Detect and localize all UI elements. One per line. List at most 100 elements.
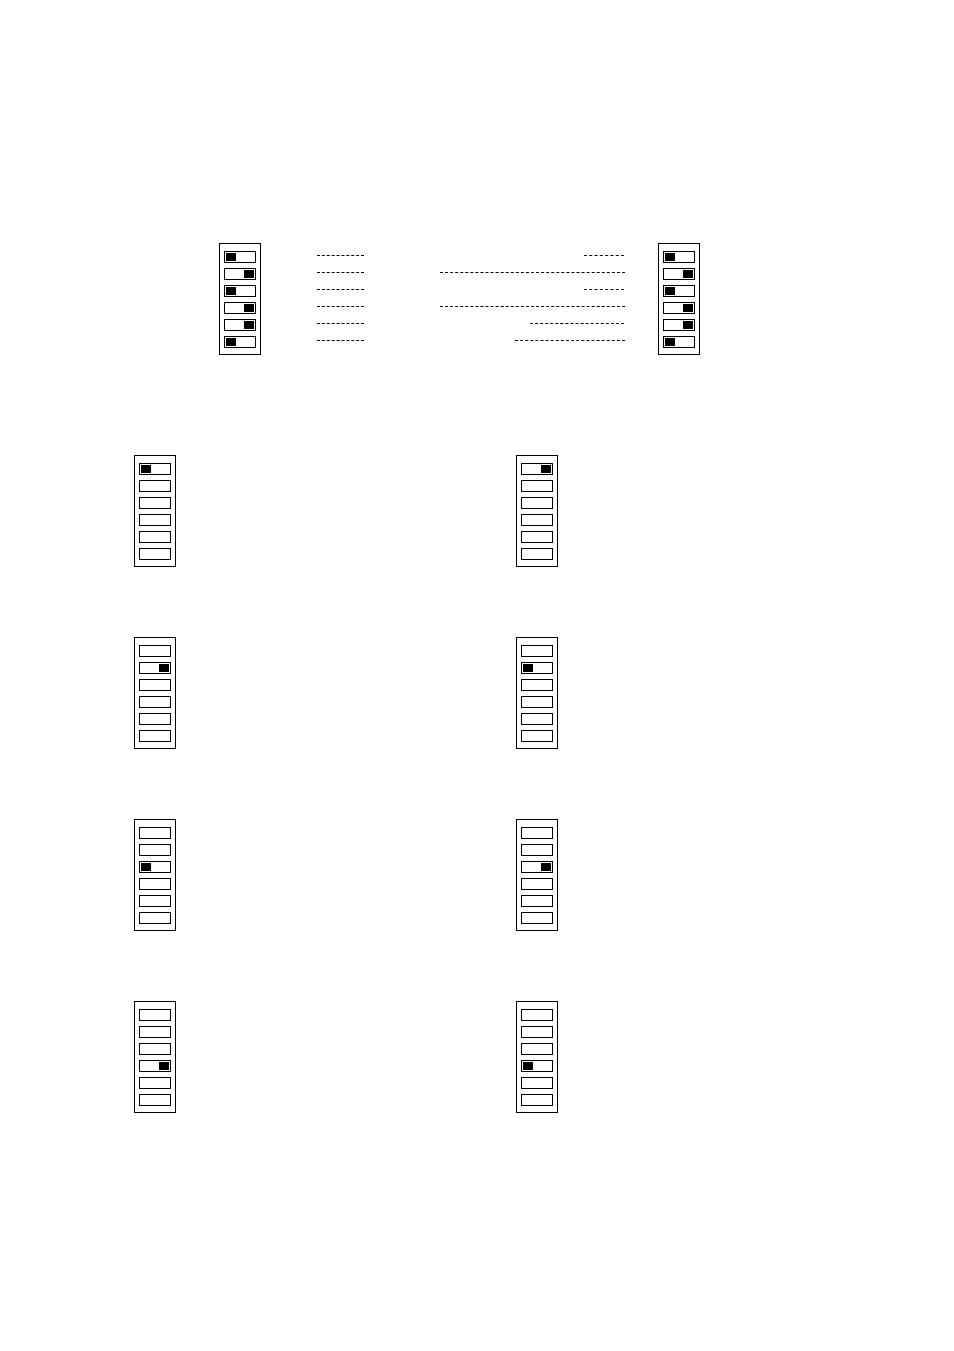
- marker: [683, 304, 693, 312]
- row: [521, 528, 553, 545]
- cell: [139, 713, 171, 725]
- cell: [139, 912, 171, 924]
- cell: [139, 645, 171, 657]
- marker: [244, 270, 254, 278]
- cell: [139, 1009, 171, 1021]
- cell: [139, 514, 171, 526]
- cell: [224, 302, 256, 314]
- cell: [521, 514, 553, 526]
- marker: [523, 1062, 533, 1070]
- cell: [139, 878, 171, 890]
- row: [139, 727, 171, 744]
- row: [139, 858, 171, 875]
- row: [139, 824, 171, 841]
- row: [139, 1074, 171, 1091]
- row: [663, 299, 695, 316]
- row: [139, 909, 171, 926]
- cell: [663, 336, 695, 348]
- marker: [683, 321, 693, 329]
- marker: [159, 664, 169, 672]
- dash-line: [317, 340, 364, 341]
- cell: [521, 463, 553, 475]
- row: [224, 316, 256, 333]
- cell: [663, 268, 695, 280]
- row: [521, 494, 553, 511]
- marker: [226, 287, 236, 295]
- dash-line: [584, 255, 624, 256]
- row: [139, 1057, 171, 1074]
- row: [521, 460, 553, 477]
- row: [139, 1006, 171, 1023]
- cell: [139, 531, 171, 543]
- dash-line: [515, 340, 625, 341]
- row: [521, 727, 553, 744]
- block-top-right: [658, 243, 700, 355]
- row: [224, 333, 256, 350]
- dash-line: [317, 272, 364, 273]
- row: [521, 676, 553, 693]
- row: [139, 710, 171, 727]
- row: [139, 494, 171, 511]
- cell: [224, 336, 256, 348]
- row: [521, 477, 553, 494]
- cell: [521, 878, 553, 890]
- marker: [244, 304, 254, 312]
- cell: [521, 645, 553, 657]
- marker: [226, 338, 236, 346]
- cell: [521, 497, 553, 509]
- cell: [139, 548, 171, 560]
- row: [139, 676, 171, 693]
- cell: [521, 861, 553, 873]
- cell: [139, 1043, 171, 1055]
- cell: [521, 548, 553, 560]
- cell: [521, 531, 553, 543]
- cell: [521, 730, 553, 742]
- cell: [521, 912, 553, 924]
- marker: [665, 338, 675, 346]
- dash-line: [584, 289, 624, 290]
- cell: [521, 1026, 553, 1038]
- cell: [139, 1026, 171, 1038]
- marker: [541, 863, 551, 871]
- row: [521, 824, 553, 841]
- cell: [139, 463, 171, 475]
- cell: [139, 696, 171, 708]
- row: [224, 282, 256, 299]
- block-r1-left: [134, 455, 176, 567]
- dash-line: [530, 323, 624, 324]
- row: [139, 545, 171, 562]
- cell: [224, 285, 256, 297]
- cell: [521, 1043, 553, 1055]
- cell: [139, 844, 171, 856]
- marker: [665, 253, 675, 261]
- cell: [521, 844, 553, 856]
- cell: [224, 319, 256, 331]
- row: [139, 892, 171, 909]
- marker: [541, 465, 551, 473]
- cell: [139, 1060, 171, 1072]
- cell: [139, 1077, 171, 1089]
- dash-line: [317, 289, 364, 290]
- row: [224, 299, 256, 316]
- cell: [224, 251, 256, 263]
- row: [521, 710, 553, 727]
- row: [663, 282, 695, 299]
- cell: [521, 1009, 553, 1021]
- block-r4-left: [134, 1001, 176, 1113]
- cell: [663, 285, 695, 297]
- cell: [663, 302, 695, 314]
- row: [139, 1023, 171, 1040]
- cell: [139, 827, 171, 839]
- row: [521, 659, 553, 676]
- block-r3-right: [516, 819, 558, 931]
- cell: [521, 827, 553, 839]
- row: [224, 248, 256, 265]
- cell: [139, 895, 171, 907]
- row: [521, 1023, 553, 1040]
- row: [521, 1074, 553, 1091]
- cell: [139, 497, 171, 509]
- cell: [663, 251, 695, 263]
- row: [521, 511, 553, 528]
- row: [663, 333, 695, 350]
- marker: [523, 664, 533, 672]
